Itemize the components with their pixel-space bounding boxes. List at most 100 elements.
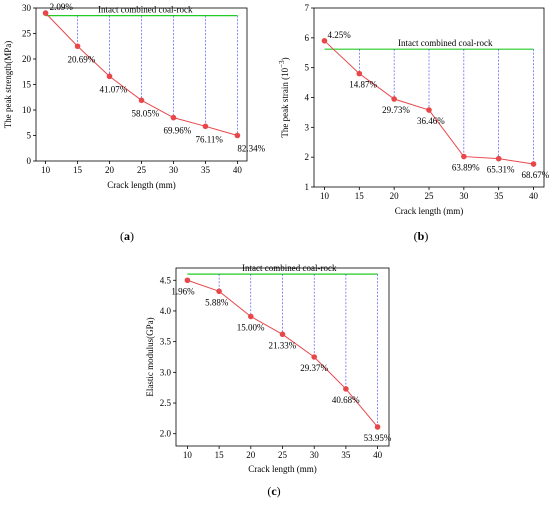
y-tick-label: 3 (305, 122, 310, 132)
x-tick-label: 10 (320, 191, 330, 201)
data-label: 5.88% (205, 297, 229, 307)
y-axis-label: Elastic modulus(GPa) (145, 317, 155, 396)
data-point (374, 424, 381, 430)
data-label: 29.37% (300, 363, 328, 373)
data-label: 2.09% (50, 2, 74, 12)
x-tick-label: 30 (459, 191, 469, 201)
x-tick-label: 20 (246, 450, 256, 460)
x-tick-label: 20 (105, 165, 115, 175)
data-point (74, 43, 81, 50)
data-label: 36.46% (417, 116, 445, 126)
data-label: 29.73% (382, 105, 410, 115)
x-tick-label: 25 (278, 450, 288, 460)
reference-line-label: Intact combined coal-rock (98, 5, 193, 15)
plot-frame (175, 267, 390, 447)
data-label: 41.07% (100, 84, 128, 94)
data-point (495, 155, 502, 162)
y-tick-label: 10 (22, 105, 32, 115)
data-label: 69.96% (163, 126, 191, 136)
y-tick-label: 2.0 (160, 429, 172, 439)
data-point (234, 132, 241, 139)
y-tick-label: 4.5 (160, 275, 172, 285)
panel-label: (c) (267, 484, 280, 498)
data-point (530, 161, 537, 167)
data-point (42, 10, 49, 16)
x-tick-label: 35 (341, 450, 351, 460)
reference-line-label: Intact combined coal-rock (242, 263, 337, 273)
x-tick-label: 35 (494, 191, 504, 201)
chart-panel-3: 10 15 20 25 30 35 40 2.0 2.5 3.0 3.5 4.0 4.5 Crack le… (145, 263, 392, 498)
y-tick-label: 2 (305, 152, 310, 162)
y-tick-label: 15 (22, 80, 32, 90)
x-axis-label: Crack length (mm) (395, 206, 463, 216)
y-tick-label: 7 (305, 3, 310, 13)
x-tick-label: 10 (41, 165, 51, 175)
x-tick-label: 30 (310, 450, 320, 460)
x-axis-label: Crack length (mm) (248, 464, 316, 474)
data-point (138, 97, 145, 104)
y-tick-label: 30 (22, 3, 32, 13)
data-label: 15.00% (237, 322, 265, 332)
x-tick-label: 40 (233, 165, 243, 175)
x-tick-label: 30 (169, 165, 179, 175)
x-tick-label: 40 (529, 191, 539, 201)
data-label: 63.89% (452, 163, 480, 173)
y-tick-label: 3.5 (160, 337, 172, 347)
y-tick-label: 5 (305, 63, 310, 73)
y-tick-label: 5 (27, 131, 32, 141)
data-point (311, 354, 317, 360)
data-point (343, 386, 349, 392)
data-label: 65.31% (487, 165, 515, 175)
chart-panel-1: 10 15 20 25 30 35 40 0 5 10 15 20 25 30 Crack length (… (3, 2, 266, 243)
data-point (248, 313, 254, 320)
data-label: 1.96% (171, 286, 195, 296)
data-point (461, 153, 467, 160)
data-point (184, 277, 191, 284)
x-tick-label: 15 (355, 191, 365, 201)
panel-label: (b) (414, 229, 429, 243)
x-tick-label: 15 (73, 165, 83, 175)
data-label: 21.33% (269, 340, 297, 350)
y-axis-label: The peak strain (10−3) (278, 57, 290, 137)
y-tick-label: 4.0 (160, 306, 172, 316)
data-point (321, 38, 328, 44)
data-label: 82.34% (237, 144, 265, 154)
x-tick-label: 25 (137, 165, 147, 175)
data-point (279, 331, 286, 338)
x-tick-label: 15 (215, 450, 225, 460)
data-label: 58.05% (132, 108, 160, 118)
data-label: 53.95% (364, 433, 392, 443)
data-point (426, 107, 432, 113)
data-label: 4.25% (327, 30, 351, 40)
x-tick-label: 35 (201, 165, 211, 175)
y-tick-label: 1 (305, 182, 310, 192)
y-tick-label: 25 (22, 29, 32, 39)
data-point (391, 96, 397, 102)
x-tick-label: 10 (183, 450, 193, 460)
data-label: 76.11% (195, 134, 223, 144)
x-axis-label: Crack length (mm) (107, 180, 175, 190)
data-point (202, 123, 209, 130)
x-tick-label: 25 (425, 191, 435, 201)
y-tick-label: 6 (305, 33, 310, 43)
chart-panel-2: 10 15 20 25 30 35 40 1 2 3 4 5 6 7 Crack length (mm) Th… (278, 3, 550, 243)
data-label: 20.69% (68, 54, 96, 64)
data-point (356, 70, 363, 77)
y-tick-label: 3.0 (160, 367, 172, 377)
y-tick-label: 0 (27, 156, 32, 166)
y-tick-label: 20 (22, 54, 32, 64)
data-label: 14.87% (349, 80, 377, 90)
data-point (106, 73, 113, 80)
data-point (170, 114, 177, 121)
data-label: 40.68% (332, 395, 360, 405)
panel-label: (a) (120, 229, 134, 243)
x-tick-label: 40 (373, 450, 383, 460)
y-axis-label: The peak strength(MPa) (3, 41, 13, 128)
y-tick-label: 2.5 (160, 398, 172, 408)
reference-line-label: Intact combined coal-rock (398, 38, 493, 48)
x-tick-label: 20 (390, 191, 400, 201)
y-tick-label: 4 (305, 93, 310, 103)
data-point (216, 288, 222, 295)
data-label: 68.67% (522, 170, 550, 180)
